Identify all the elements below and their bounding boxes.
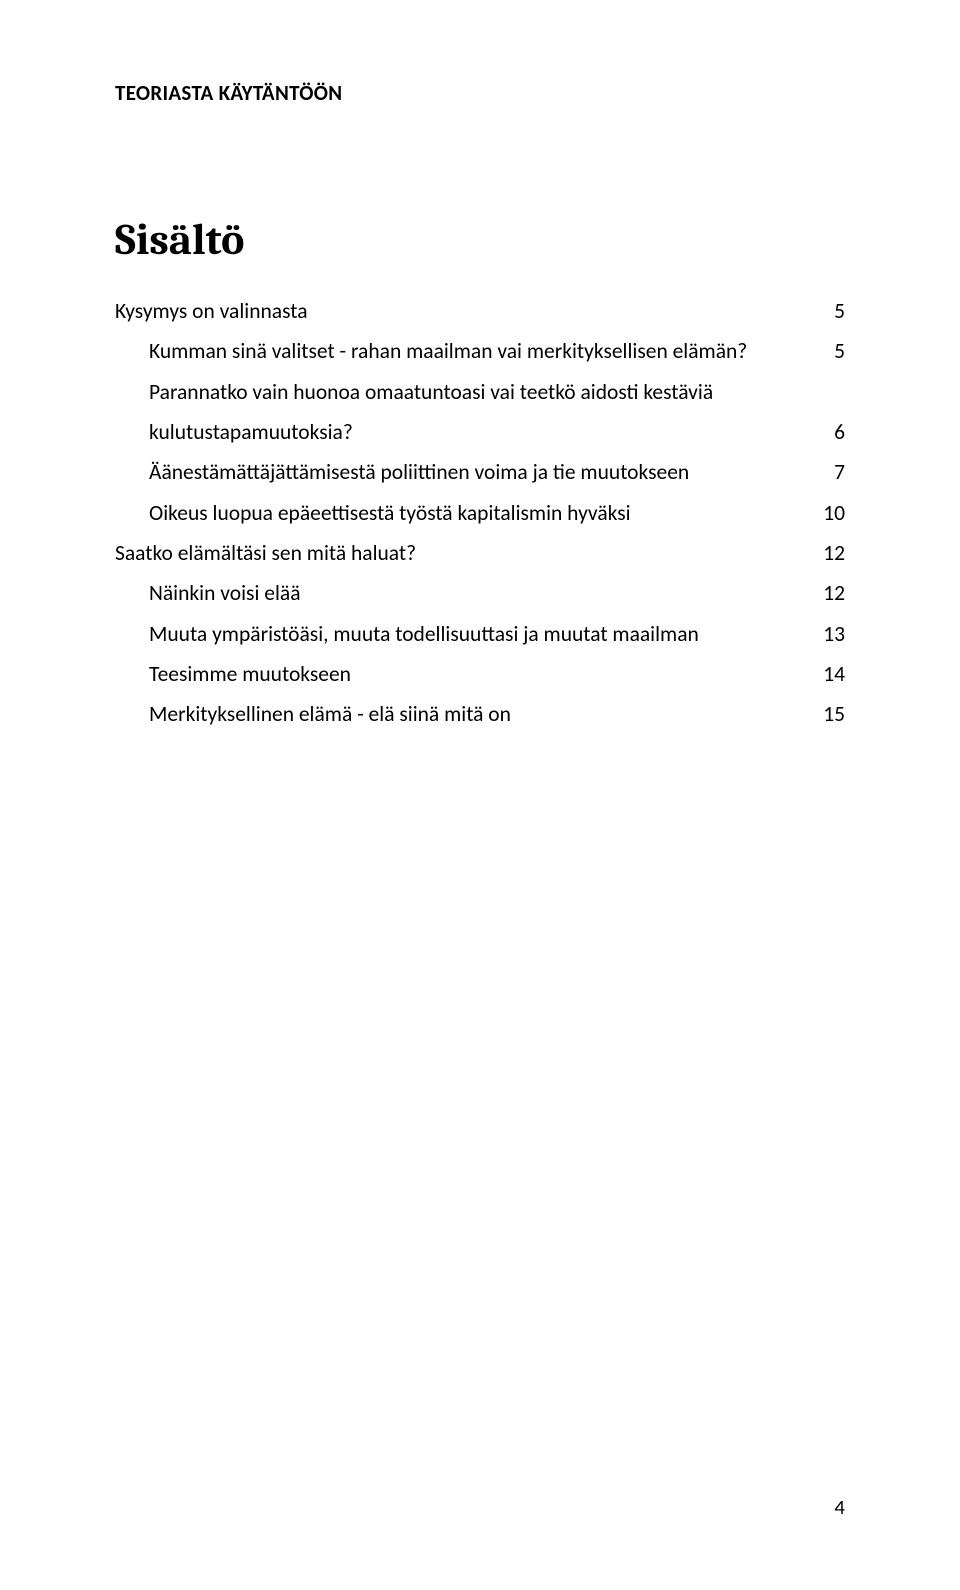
toc-entry-page: 13 — [819, 618, 845, 651]
running-header: TEORIASTA KÄYTÄNTÖÖN — [115, 80, 845, 106]
toc-entry-text: Kysymys on valinnasta — [115, 295, 308, 328]
toc-entry[interactable]: Parannatko vain huonoa omaatuntoasi vai … — [115, 376, 845, 409]
toc-entry-text: Oikeus luopua epäeettisestä työstä kapit… — [149, 497, 631, 530]
document-page: TEORIASTA KÄYTÄNTÖÖN Sisältö Kysymys on … — [0, 0, 960, 1590]
toc-entry[interactable]: Kysymys on valinnasta 5 — [115, 295, 845, 328]
toc-entry-text: Merkityksellinen elämä - elä siinä mitä … — [149, 698, 511, 731]
toc-entry[interactable]: Muuta ympäristöäsi, muuta todellisuuttas… — [115, 618, 845, 651]
toc-entry-page: 12 — [819, 537, 845, 570]
page-number: 4 — [834, 1494, 845, 1520]
toc-entry-page: 14 — [819, 658, 845, 691]
toc-entry-page: 15 — [819, 698, 845, 731]
toc-entry[interactable]: Teesimme muutokseen 14 — [115, 658, 845, 691]
toc-entry-page: 12 — [819, 577, 845, 610]
toc-entry[interactable]: kulutustapamuutoksia? 6 — [115, 416, 845, 449]
toc-entry-page: 5 — [830, 295, 845, 328]
table-of-contents: Kysymys on valinnasta 5 Kumman sinä valit… — [115, 295, 845, 731]
toc-entry-page: 10 — [819, 497, 845, 530]
toc-entry-text: Näinkin voisi elää — [149, 577, 301, 610]
toc-entry-page: 7 — [830, 456, 845, 489]
toc-entry-text: Äänestämättäjättämisestä poliittinen voi… — [149, 456, 689, 489]
toc-entry-text: Kumman sinä valitset - rahan maailman va… — [149, 335, 747, 368]
toc-entry-text: Teesimme muutokseen — [149, 658, 351, 691]
toc-entry-page: 6 — [830, 416, 845, 449]
toc-entry[interactable]: Oikeus luopua epäeettisestä työstä kapit… — [115, 497, 845, 530]
toc-entry[interactable]: Saatko elämältäsi sen mitä haluat? 12 — [115, 537, 845, 570]
toc-entry[interactable]: Merkityksellinen elämä - elä siinä mitä … — [115, 698, 845, 731]
toc-entry-text: Saatko elämältäsi sen mitä haluat? — [115, 537, 416, 570]
toc-entry-text: kulutustapamuutoksia? — [149, 416, 353, 449]
toc-entry-text: Parannatko vain huonoa omaatuntoasi vai … — [149, 376, 713, 409]
toc-entry-text: Muuta ympäristöäsi, muuta todellisuuttas… — [149, 618, 699, 651]
toc-entry[interactable]: Äänestämättäjättämisestä poliittinen voi… — [115, 456, 845, 489]
toc-entry[interactable]: Kumman sinä valitset - rahan maailman va… — [115, 335, 845, 368]
toc-entry[interactable]: Näinkin voisi elää 12 — [115, 577, 845, 610]
toc-entry-page: 5 — [830, 335, 845, 368]
toc-title: Sisältö — [115, 214, 845, 265]
